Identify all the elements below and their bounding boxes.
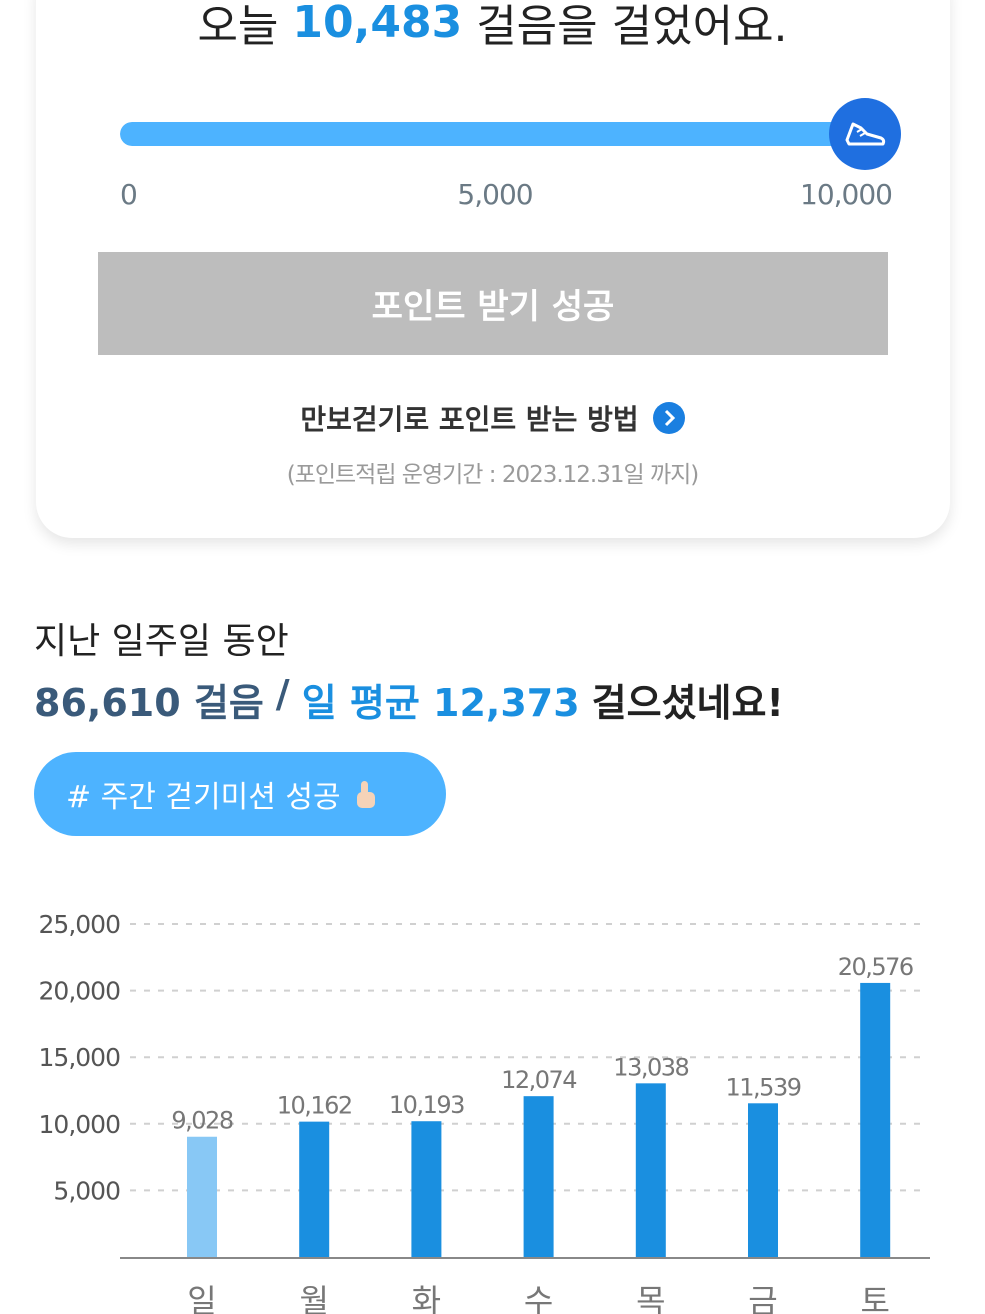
x-tick-label: 금 <box>748 1282 777 1314</box>
badge-text: # 주간 걷기미션 성공 <box>66 780 341 815</box>
y-tick-label: 25,000 <box>39 910 121 939</box>
bar <box>411 1121 442 1257</box>
summary-ending: 걸으셨네요! <box>591 681 784 725</box>
bar <box>187 1136 217 1257</box>
progress-tick-label: 0 <box>120 178 138 211</box>
separator: / <box>275 672 290 716</box>
x-tick-label: 일 <box>187 1282 216 1314</box>
value-label: 12,074 <box>501 1066 576 1094</box>
x-tick-label: 화 <box>412 1282 441 1314</box>
mission-badge: # 주간 걷기미션 성공 <box>34 752 446 836</box>
heading-suffix: 걸음을 걸었어요. <box>476 1 788 52</box>
value-label: 9,028 <box>171 1107 232 1135</box>
progress-fill <box>120 122 870 146</box>
y-tick-label: 10,000 <box>39 1110 121 1139</box>
bar <box>299 1121 330 1257</box>
value-label: 11,539 <box>726 1073 801 1101</box>
x-tick-label: 월 <box>299 1282 328 1314</box>
daily-average: 일 평균 12,373 <box>301 681 580 725</box>
summary-title: 지난 일주일 동안 <box>34 621 289 662</box>
bar <box>523 1096 554 1257</box>
summary-line: 86,610 걸음 / 일 평균 12,373 걸으셨네요! <box>34 672 784 727</box>
heading: 오늘 10,483 걸음을 걸었어요. <box>0 0 985 52</box>
heading-prefix: 오늘 <box>197 1 279 52</box>
x-tick-label: 토 <box>860 1282 889 1314</box>
claim-button[interactable]: 포인트 받기 성공 <box>98 252 888 355</box>
progress-tick-label: 5,000 <box>457 178 533 211</box>
guide-text: 만보걷기로 포인트 받는 방법 <box>300 403 639 436</box>
bar <box>748 1103 778 1257</box>
shoe-icon <box>829 98 901 170</box>
step-count: 10,483 <box>292 0 463 48</box>
y-tick-label: 15,000 <box>39 1043 121 1072</box>
notice: (포인트적립 운영기간 : 2023.12.31일 까지) <box>286 462 700 488</box>
chevron-icon <box>652 402 685 434</box>
value-label: 20,576 <box>838 953 913 981</box>
value-label: 10,193 <box>389 1091 464 1119</box>
bar <box>635 1083 666 1257</box>
x-tick-label: 수 <box>524 1282 553 1314</box>
progress-tick-label: 10,000 <box>800 178 893 211</box>
value-label: 13,038 <box>613 1053 688 1081</box>
bar <box>860 982 891 1257</box>
x-tick-label: 목 <box>636 1282 665 1314</box>
guide-link[interactable]: 만보걷기로 포인트 받는 방법 <box>0 398 985 438</box>
progress-track <box>120 122 870 146</box>
y-tick-label: 20,000 <box>39 977 121 1006</box>
weekly-chart: 5,000 10,000 15,000 20,000 25,000 9,028 일 10,16… <box>39 910 930 1314</box>
value-label: 10,162 <box>277 1092 352 1120</box>
thumbs-up-icon <box>356 781 375 808</box>
weekly-total: 86,610 걸음 <box>34 681 264 725</box>
y-tick-label: 5,000 <box>53 1176 120 1205</box>
